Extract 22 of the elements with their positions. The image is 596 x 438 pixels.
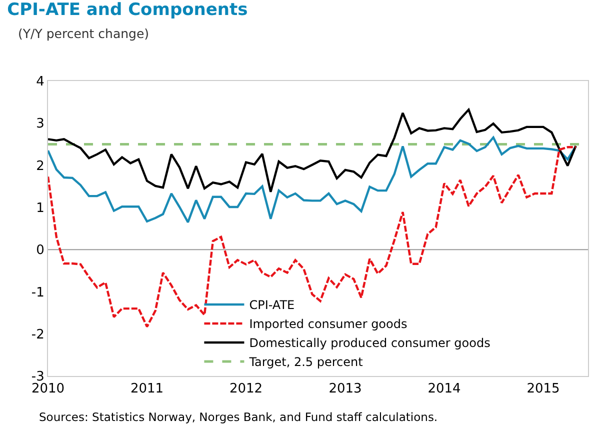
- y-tick-label: 4: [36, 74, 44, 90]
- legend-label: CPI-ATE: [249, 298, 295, 312]
- chart-title: CPI-ATE and Components: [7, 0, 248, 20]
- legend-label: Imported consumer goods: [249, 317, 408, 332]
- x-tick-label: 2010: [31, 382, 65, 397]
- x-tick-label: 2012: [229, 382, 263, 397]
- y-tick-label: -1: [31, 285, 44, 300]
- y-tick-label: -2: [31, 327, 44, 342]
- x-tick-label: 2013: [328, 382, 362, 397]
- y-tick-label: 0: [36, 243, 44, 258]
- x-tick-label: 2015: [526, 382, 560, 397]
- legend-label: Domestically produced consumer goods: [249, 336, 490, 350]
- y-tick-label: 3: [36, 116, 44, 132]
- line-series: [48, 108, 577, 193]
- source-note: Sources: Statistics Norway, Norges Bank, and Fund staff calculations.: [39, 410, 438, 424]
- line-series: [48, 136, 577, 224]
- y-tick-label: 2: [36, 158, 44, 174]
- x-tick-label: 2011: [130, 382, 164, 397]
- legend-label: Target, 2.5 percent: [248, 355, 364, 370]
- x-tick-label: 2014: [428, 382, 461, 397]
- chart-subtitle: (Y/Y percent change): [18, 26, 150, 41]
- y-tick-label: 1: [36, 200, 44, 216]
